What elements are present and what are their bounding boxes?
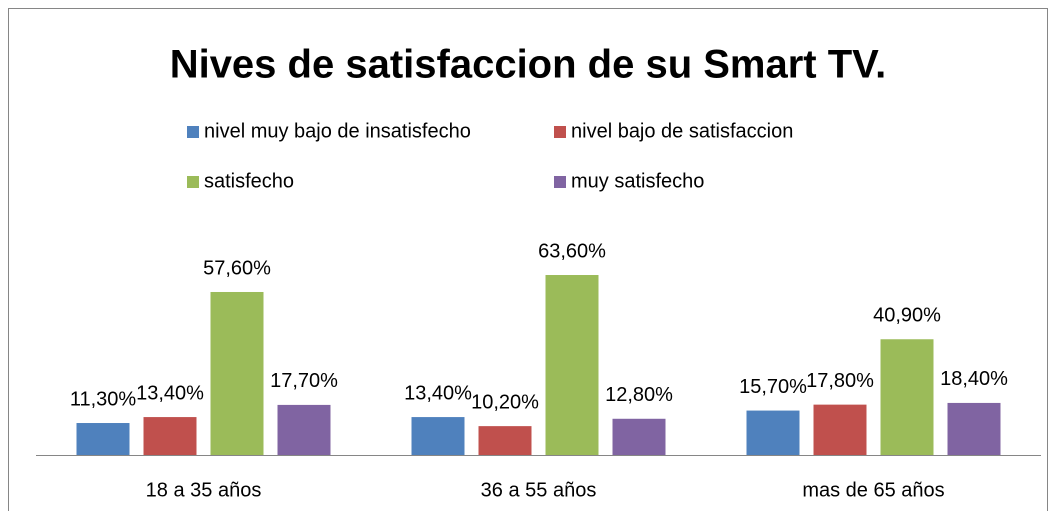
data-label: 18,40% xyxy=(940,368,1008,390)
legend-label: muy satisfecho xyxy=(571,170,704,192)
bar xyxy=(277,404,331,455)
data-label: 17,70% xyxy=(270,370,338,392)
data-label: 63,60% xyxy=(538,240,606,262)
bar xyxy=(746,410,800,455)
bar xyxy=(880,339,934,455)
data-label: 13,40% xyxy=(136,382,204,404)
data-label: 57,60% xyxy=(203,257,271,279)
legend-swatch xyxy=(554,126,566,138)
data-label: 15,70% xyxy=(739,376,807,398)
x-tick-label: mas de 65 años xyxy=(802,479,944,501)
bar xyxy=(143,417,197,455)
bar xyxy=(76,423,130,455)
x-tick-label: 36 a 55 años xyxy=(481,479,597,501)
legend-label: nivel muy bajo de insatisfecho xyxy=(204,120,471,142)
data-label: 12,80% xyxy=(605,384,673,406)
chart-title: Nives de satisfaccion de su Smart TV. xyxy=(170,43,887,87)
bar xyxy=(947,402,1001,455)
x-tick-label: 18 a 35 años xyxy=(146,479,262,501)
legend-swatch xyxy=(187,126,199,138)
data-label: 11,30% xyxy=(70,388,137,410)
bar xyxy=(612,418,666,455)
data-label: 13,40% xyxy=(404,382,472,404)
legend-swatch xyxy=(187,176,199,188)
bar xyxy=(210,291,264,455)
data-label: 10,20% xyxy=(471,391,539,413)
bar xyxy=(411,417,465,455)
legend-label: satisfecho xyxy=(204,170,294,192)
legend-label: nivel bajo de satisfaccion xyxy=(571,120,793,142)
bar xyxy=(813,404,867,455)
bar xyxy=(478,426,532,455)
legend-swatch xyxy=(554,176,566,188)
data-label: 40,90% xyxy=(873,305,941,327)
data-label: 17,80% xyxy=(806,370,874,392)
bar xyxy=(545,275,599,455)
